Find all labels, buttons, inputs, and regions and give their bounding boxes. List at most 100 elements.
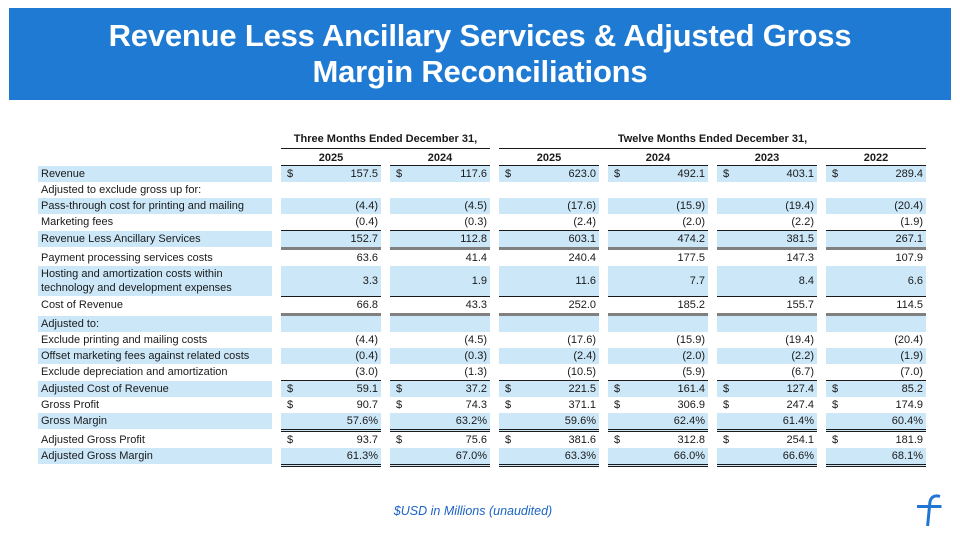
cell-value: 221.5 [568, 383, 596, 395]
value-cell: (1.3) [390, 364, 490, 381]
currency-symbol: $ [723, 383, 730, 395]
value-cell [608, 316, 708, 332]
cell-value: (0.4) [355, 350, 378, 362]
value-cell: $181.9 [826, 432, 926, 448]
year-header: 2025 [281, 151, 381, 166]
cell-value: (0.3) [464, 216, 487, 228]
value-cell: $381.6 [499, 432, 599, 448]
currency-symbol: $ [505, 399, 512, 411]
currency-symbol: $ [723, 168, 730, 180]
table-row: Exclude printing and mailing costs (4.4) (… [38, 332, 926, 348]
cell-value: (0.4) [355, 216, 378, 228]
row-label: Payment processing services costs [41, 252, 213, 264]
table-row: Adjusted Cost of Revenue $59.1 $37.2 $221.5… [38, 381, 926, 397]
currency-symbol: $ [614, 383, 621, 395]
value-cell: (2.0) [608, 348, 708, 364]
value-cell: (3.0) [281, 364, 381, 381]
value-cell: $85.2 [826, 381, 926, 397]
footnote: $USD in Millions (unaudited) [393, 504, 553, 518]
value-cell: 66.6% [717, 448, 817, 467]
table-row: Offset marketing fees against related co… [38, 348, 926, 364]
flywire-logo-icon [917, 494, 942, 527]
value-cell: (2.4) [499, 348, 599, 364]
cell-value: 306.9 [677, 399, 705, 411]
cell-value: 61.3% [346, 450, 378, 462]
currency-symbol: $ [723, 434, 730, 446]
cell-value: 254.1 [786, 434, 814, 446]
value-cell: 107.9 [826, 250, 926, 266]
table-row: Adjusted to exclude gross up for: [38, 182, 926, 198]
row-label: Exclude depreciation and amortization [41, 366, 228, 378]
cell-value: 62.4% [673, 415, 705, 427]
row-label: Revenue [38, 166, 272, 182]
table-row: Revenue Less Ancillary Services 152.7 112.… [38, 231, 926, 250]
year-header: 2023 [717, 151, 817, 166]
value-cell [390, 182, 490, 198]
cell-value: (2.4) [573, 350, 596, 362]
row-label: Adjusted Gross Profit [41, 434, 145, 446]
value-cell: $371.1 [499, 397, 599, 413]
cell-value: (2.2) [791, 216, 814, 228]
value-cell: (0.3) [390, 348, 490, 364]
cell-value: 67.0% [455, 450, 487, 462]
value-cell [826, 182, 926, 198]
currency-symbol: $ [505, 434, 512, 446]
cell-value: 6.6 [907, 275, 923, 287]
value-cell: 63.6 [281, 250, 381, 266]
value-cell [499, 182, 599, 198]
page-title-line1: Revenue Less Ancillary Services & Adjust… [108, 18, 852, 53]
value-cell: $221.5 [499, 381, 599, 397]
currency-symbol: $ [287, 399, 294, 411]
cell-value: 177.5 [677, 252, 705, 264]
value-cell: 11.6 [499, 266, 599, 297]
table-year-row: 2025 2024 2025 2024 2023 2022 [38, 149, 926, 166]
value-cell: (17.6) [499, 332, 599, 348]
value-cell: $93.7 [281, 432, 381, 448]
cell-value: 381.5 [786, 233, 814, 245]
cell-value: 289.4 [895, 168, 923, 180]
value-cell: (6.7) [717, 364, 817, 381]
cell-value: 85.2 [901, 383, 923, 395]
cell-value: 603.1 [568, 233, 596, 245]
cell-value: 403.1 [786, 168, 814, 180]
cell-value: (20.4) [894, 334, 923, 346]
cell-value: 59.1 [356, 383, 378, 395]
value-cell: 114.5 [826, 297, 926, 316]
row-label: Adjusted to exclude gross up for: [41, 184, 202, 196]
value-cell: $90.7 [281, 397, 381, 413]
value-cell: 603.1 [499, 231, 599, 250]
cell-value: 157.5 [350, 168, 378, 180]
value-cell: (20.4) [826, 198, 926, 214]
value-cell: $174.9 [826, 397, 926, 413]
cell-value: (19.4) [785, 200, 814, 212]
cell-value: (2.2) [791, 350, 814, 362]
value-cell: (1.9) [826, 214, 926, 231]
value-cell: 67.0% [390, 448, 490, 467]
cell-value: (4.4) [355, 334, 378, 346]
cell-value: (4.5) [464, 334, 487, 346]
table-row: Adjusted to: [38, 316, 926, 332]
cell-value: 63.6 [356, 252, 378, 264]
value-cell: $623.0 [499, 166, 599, 182]
cell-value: 127.4 [786, 383, 814, 395]
cell-value: (10.5) [567, 366, 596, 378]
row-label: Hosting and amortization costs within tec… [38, 266, 272, 296]
cell-value: (3.0) [355, 366, 378, 378]
value-cell: 59.6% [499, 413, 599, 432]
value-cell: (0.4) [281, 348, 381, 364]
currency-symbol: $ [505, 383, 512, 395]
group-header-0: Three Months Ended December 31, [281, 132, 490, 149]
value-cell: (15.9) [608, 198, 708, 214]
row-label: Cost of Revenue [41, 299, 123, 311]
cell-value: 41.4 [465, 252, 487, 264]
value-cell: (7.0) [826, 364, 926, 381]
value-cell: (20.4) [826, 332, 926, 348]
table-row: Hosting and amortization costs within tec… [38, 266, 926, 297]
value-cell [390, 316, 490, 332]
currency-symbol: $ [832, 434, 839, 446]
cell-value: 68.1% [891, 450, 923, 462]
title-banner: Revenue Less Ancillary Services & Adjust… [9, 8, 951, 100]
value-cell: (19.4) [717, 332, 817, 348]
cell-value: 43.3 [465, 299, 487, 311]
